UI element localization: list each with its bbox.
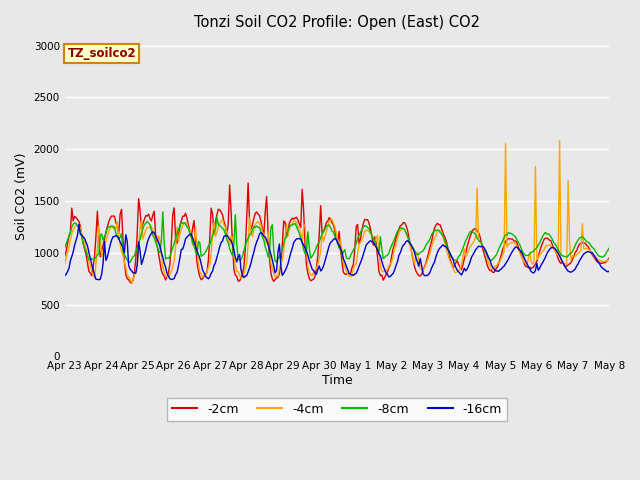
Y-axis label: Soil CO2 (mV): Soil CO2 (mV) bbox=[15, 152, 28, 240]
-4cm bbox=[604, 257, 612, 263]
-16cm bbox=[605, 268, 613, 274]
Title: Tonzi Soil CO2 Profile: Open (East) CO2: Tonzi Soil CO2 Profile: Open (East) CO2 bbox=[194, 15, 480, 30]
X-axis label: Time: Time bbox=[322, 374, 353, 387]
-16cm bbox=[99, 261, 107, 266]
-8cm bbox=[126, 260, 134, 265]
-8cm bbox=[605, 245, 613, 251]
-16cm bbox=[81, 236, 88, 241]
-16cm bbox=[452, 264, 460, 270]
-4cm bbox=[61, 261, 68, 267]
-2cm bbox=[127, 280, 135, 286]
-2cm bbox=[605, 255, 613, 261]
-2cm bbox=[244, 180, 252, 186]
-4cm bbox=[342, 268, 350, 274]
-16cm bbox=[61, 273, 68, 278]
-4cm bbox=[605, 256, 613, 262]
-8cm bbox=[61, 245, 68, 251]
Line: -16cm: -16cm bbox=[65, 225, 609, 280]
Text: TZ_soilco2: TZ_soilco2 bbox=[67, 47, 136, 60]
-4cm bbox=[451, 269, 458, 275]
-8cm bbox=[533, 245, 541, 251]
-16cm bbox=[95, 277, 102, 283]
-8cm bbox=[344, 256, 351, 262]
-4cm bbox=[97, 234, 104, 240]
-4cm bbox=[532, 164, 540, 169]
-2cm bbox=[79, 240, 87, 246]
Line: -2cm: -2cm bbox=[65, 183, 609, 283]
-16cm bbox=[533, 261, 541, 266]
-8cm bbox=[604, 247, 612, 253]
-8cm bbox=[97, 233, 104, 239]
-4cm bbox=[79, 235, 87, 240]
-16cm bbox=[344, 266, 351, 272]
-2cm bbox=[452, 260, 460, 266]
-2cm bbox=[604, 257, 612, 263]
-4cm bbox=[556, 138, 563, 144]
Line: -4cm: -4cm bbox=[65, 141, 609, 283]
-2cm bbox=[533, 259, 541, 264]
-16cm bbox=[75, 222, 83, 228]
-2cm bbox=[61, 253, 68, 259]
Legend: -2cm, -4cm, -8cm, -16cm: -2cm, -4cm, -8cm, -16cm bbox=[167, 398, 507, 420]
-2cm bbox=[344, 270, 351, 276]
Line: -8cm: -8cm bbox=[65, 212, 609, 263]
-4cm bbox=[127, 280, 135, 286]
-8cm bbox=[159, 209, 166, 215]
-2cm bbox=[97, 254, 104, 260]
-8cm bbox=[452, 257, 460, 263]
-16cm bbox=[604, 269, 612, 275]
-8cm bbox=[79, 240, 87, 246]
